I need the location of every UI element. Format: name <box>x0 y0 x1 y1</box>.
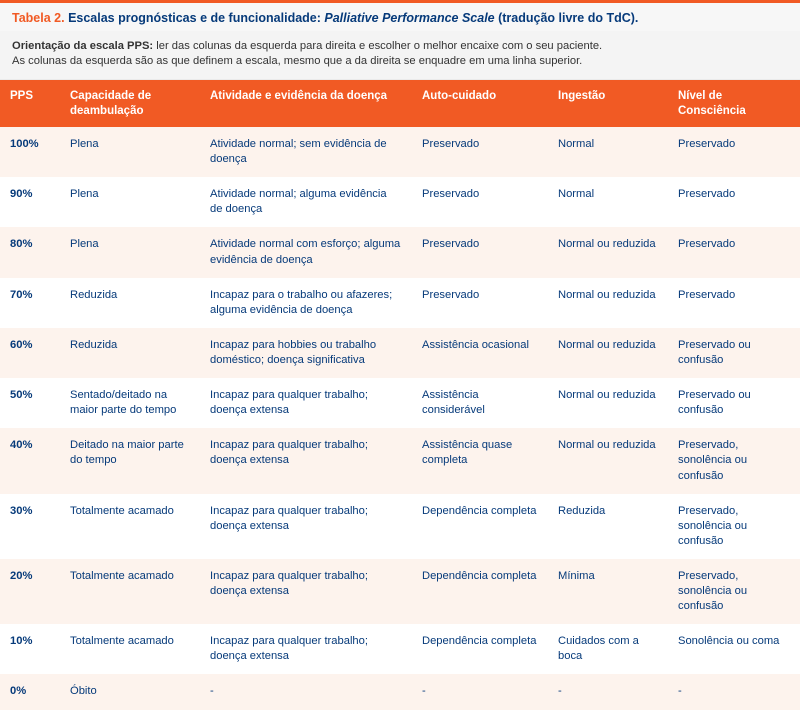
cell-intake: Normal ou reduzida <box>548 278 668 328</box>
cell-ambulation: Plena <box>60 227 200 277</box>
table-note: Orientação da escala PPS: ler das coluna… <box>0 31 800 80</box>
cell-pps: 100% <box>0 127 60 177</box>
cell-activity: Atividade normal; alguma evidência de do… <box>200 177 412 227</box>
cell-pps: 50% <box>0 378 60 428</box>
cell-consciousness: Preservado <box>668 127 800 177</box>
cell-consciousness: Preservado ou confusão <box>668 328 800 378</box>
col-pps: PPS <box>0 80 60 127</box>
cell-intake: Cuidados com a boca <box>548 624 668 674</box>
cell-intake: - <box>548 674 668 709</box>
cell-pps: 0% <box>0 674 60 709</box>
cell-intake: Reduzida <box>548 494 668 559</box>
col-selfcare: Auto-cuidado <box>412 80 548 127</box>
cell-intake: Normal ou reduzida <box>548 428 668 493</box>
cell-pps: 70% <box>0 278 60 328</box>
cell-selfcare: Assistência quase completa <box>412 428 548 493</box>
cell-activity: Incapaz para qualquer trabalho; doença e… <box>200 428 412 493</box>
cell-activity: Incapaz para qualquer trabalho; doença e… <box>200 624 412 674</box>
cell-intake: Normal <box>548 127 668 177</box>
cell-activity: Incapaz para hobbies ou trabalho domésti… <box>200 328 412 378</box>
table-title-prefix: Escalas prognósticas e de funcionalidade… <box>68 11 324 25</box>
cell-ambulation: Totalmente acamado <box>60 494 200 559</box>
cell-consciousness: Preservado <box>668 227 800 277</box>
cell-consciousness: Preservado ou confusão <box>668 378 800 428</box>
cell-activity: - <box>200 674 412 709</box>
table-row: 40%Deitado na maior parte do tempoIncapa… <box>0 428 800 493</box>
cell-consciousness: Preservado, sonolência ou confusão <box>668 428 800 493</box>
pps-table: PPS Capacidade de deambulação Atividade … <box>0 80 800 709</box>
cell-intake: Normal ou reduzida <box>548 328 668 378</box>
cell-ambulation: Reduzida <box>60 278 200 328</box>
table-title-bar: Tabela 2. Escalas prognósticas e de func… <box>0 3 800 31</box>
cell-consciousness: Preservado, sonolência ou confusão <box>668 494 800 559</box>
cell-consciousness: Preservado, sonolência ou confusão <box>668 559 800 624</box>
table-row: 50%Sentado/deitado na maior parte do tem… <box>0 378 800 428</box>
table-row: 90%PlenaAtividade normal; alguma evidênc… <box>0 177 800 227</box>
table-body: 100%PlenaAtividade normal; sem evidência… <box>0 127 800 710</box>
table-number: Tabela 2. <box>12 11 65 25</box>
table-title-italic: Palliative Performance Scale <box>324 11 494 25</box>
cell-pps: 90% <box>0 177 60 227</box>
cell-selfcare: Assistência considerável <box>412 378 548 428</box>
table-title-suffix: (tradução livre do TdC). <box>495 11 639 25</box>
cell-consciousness: Preservado <box>668 278 800 328</box>
cell-selfcare: Dependência completa <box>412 494 548 559</box>
cell-selfcare: Preservado <box>412 227 548 277</box>
col-intake: Ingestão <box>548 80 668 127</box>
table-container: Tabela 2. Escalas prognósticas e de func… <box>0 0 800 710</box>
cell-activity: Atividade normal com esforço; alguma evi… <box>200 227 412 277</box>
cell-pps: 10% <box>0 624 60 674</box>
cell-ambulation: Totalmente acamado <box>60 624 200 674</box>
cell-consciousness: Sonolência ou coma <box>668 624 800 674</box>
table-row: 60%ReduzidaIncapaz para hobbies ou traba… <box>0 328 800 378</box>
cell-selfcare: Dependência completa <box>412 624 548 674</box>
table-row: 80%PlenaAtividade normal com esforço; al… <box>0 227 800 277</box>
col-consciousness: Nível de Consciência <box>668 80 800 127</box>
cell-selfcare: - <box>412 674 548 709</box>
cell-ambulation: Sentado/deitado na maior parte do tempo <box>60 378 200 428</box>
cell-consciousness: - <box>668 674 800 709</box>
cell-activity: Atividade normal; sem evidência de doenç… <box>200 127 412 177</box>
note-bold: Orientação da escala PPS: <box>12 40 153 52</box>
table-row: 70%ReduzidaIncapaz para o trabalho ou af… <box>0 278 800 328</box>
cell-pps: 30% <box>0 494 60 559</box>
note-line1: ler das colunas da esquerda para direita… <box>153 40 602 52</box>
cell-consciousness: Preservado <box>668 177 800 227</box>
cell-ambulation: Deitado na maior parte do tempo <box>60 428 200 493</box>
cell-activity: Incapaz para qualquer trabalho; doença e… <box>200 494 412 559</box>
cell-activity: Incapaz para qualquer trabalho; doença e… <box>200 378 412 428</box>
header-row: PPS Capacidade de deambulação Atividade … <box>0 80 800 127</box>
cell-activity: Incapaz para qualquer trabalho; doença e… <box>200 559 412 624</box>
cell-pps: 40% <box>0 428 60 493</box>
cell-ambulation: Plena <box>60 127 200 177</box>
cell-selfcare: Preservado <box>412 127 548 177</box>
cell-pps: 80% <box>0 227 60 277</box>
table-row: 10%Totalmente acamadoIncapaz para qualqu… <box>0 624 800 674</box>
cell-intake: Normal <box>548 177 668 227</box>
col-ambulation: Capacidade de deambulação <box>60 80 200 127</box>
table-head: PPS Capacidade de deambulação Atividade … <box>0 80 800 127</box>
cell-ambulation: Plena <box>60 177 200 227</box>
table-row: 0%Óbito---- <box>0 674 800 709</box>
cell-intake: Mínima <box>548 559 668 624</box>
cell-pps: 60% <box>0 328 60 378</box>
cell-selfcare: Preservado <box>412 177 548 227</box>
col-activity: Atividade e evidência da doença <box>200 80 412 127</box>
cell-activity: Incapaz para o trabalho ou afazeres; alg… <box>200 278 412 328</box>
cell-intake: Normal ou reduzida <box>548 227 668 277</box>
table-row: 20%Totalmente acamadoIncapaz para qualqu… <box>0 559 800 624</box>
note-line2: As colunas da esquerda são as que define… <box>12 55 582 67</box>
cell-selfcare: Dependência completa <box>412 559 548 624</box>
cell-selfcare: Preservado <box>412 278 548 328</box>
cell-selfcare: Assistência ocasional <box>412 328 548 378</box>
table-row: 30%Totalmente acamadoIncapaz para qualqu… <box>0 494 800 559</box>
table-row: 100%PlenaAtividade normal; sem evidência… <box>0 127 800 177</box>
cell-intake: Normal ou reduzida <box>548 378 668 428</box>
cell-ambulation: Reduzida <box>60 328 200 378</box>
cell-ambulation: Totalmente acamado <box>60 559 200 624</box>
cell-ambulation: Óbito <box>60 674 200 709</box>
cell-pps: 20% <box>0 559 60 624</box>
